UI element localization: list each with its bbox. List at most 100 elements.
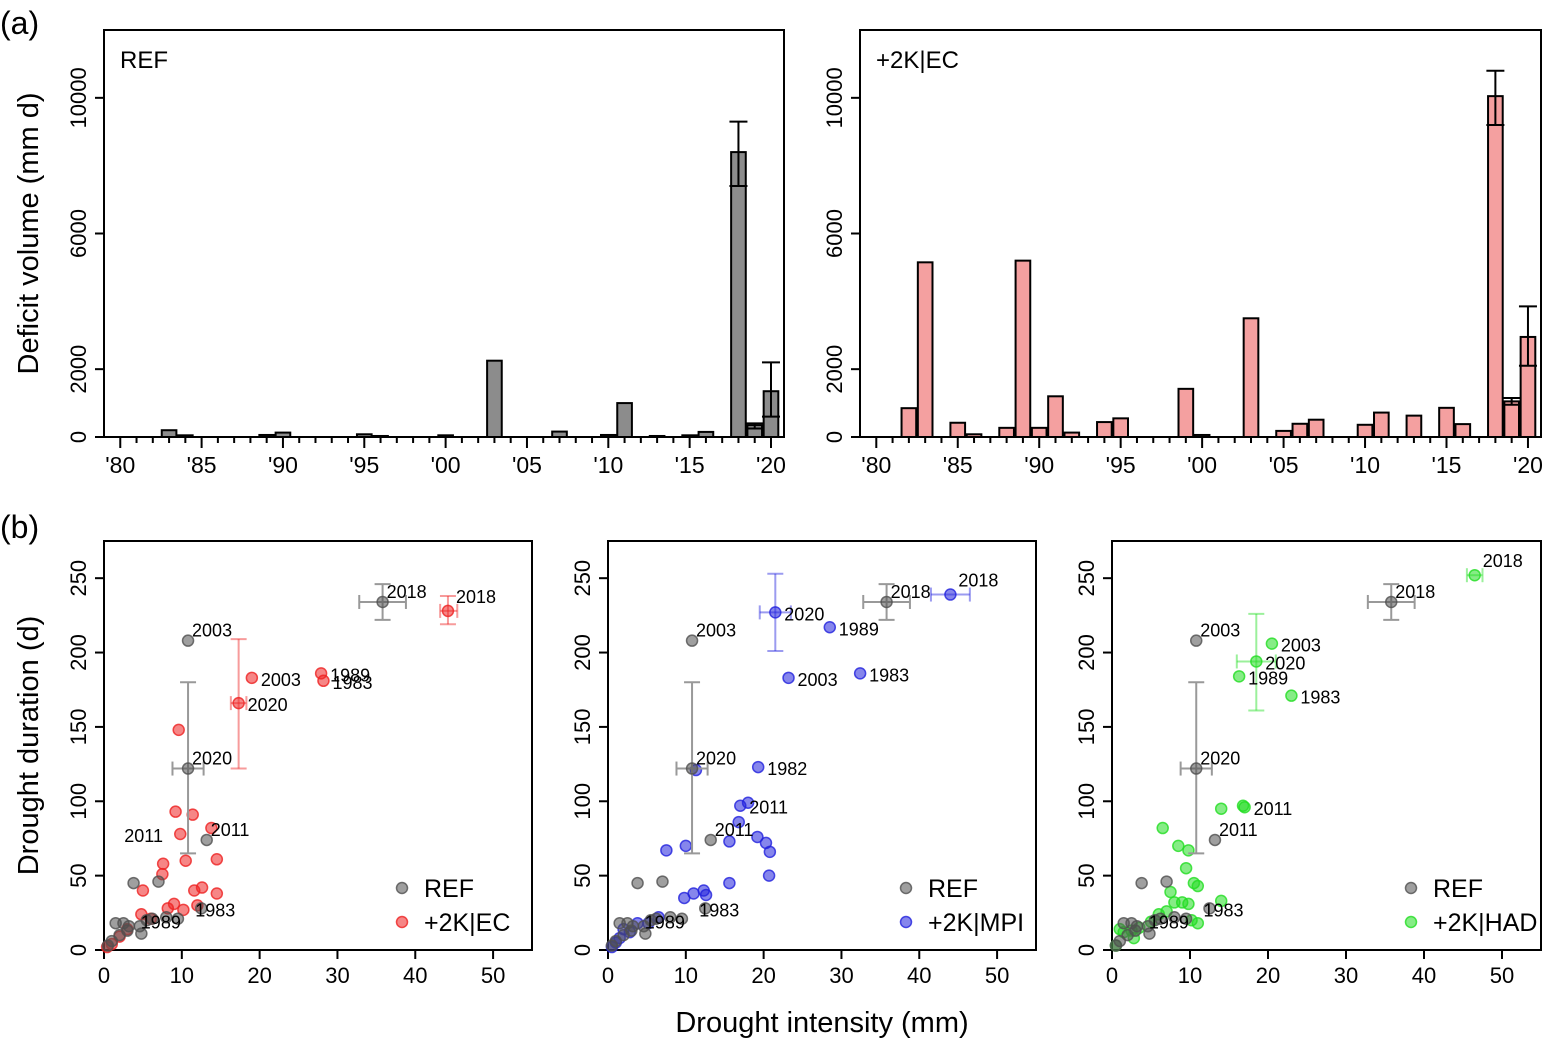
x-tick-label: '15 <box>675 452 705 478</box>
chart-a1: 0 2000 6000 10000 '80 '85 '90 '95 '00 '05 '10 '15 '2… <box>13 29 786 478</box>
point-label: 1989 <box>839 619 879 639</box>
y-tick-label: 50 <box>66 863 91 887</box>
legend-marker <box>395 881 409 895</box>
ref-point <box>685 762 699 775</box>
x-tick-label: 40 <box>1412 963 1436 988</box>
point-label: 2020 <box>696 749 736 769</box>
ref-point <box>181 762 195 775</box>
scenario-point <box>1232 670 1246 683</box>
point-label: 1989 <box>141 912 181 932</box>
legend-label: REF <box>424 875 474 903</box>
y-tick-label: 6000 <box>822 209 847 258</box>
bar <box>1242 317 1260 438</box>
ref-point <box>1189 762 1203 775</box>
x-tick-label: 10 <box>1178 963 1202 988</box>
scenario-point <box>169 805 182 818</box>
scenario-point <box>1156 821 1169 835</box>
ref-point <box>664 911 677 924</box>
point-label: 1982 <box>767 759 807 779</box>
bar <box>1047 395 1064 438</box>
point-label: 1989 <box>330 665 370 685</box>
y-tick-label: 0 <box>1074 944 1099 956</box>
bar <box>160 429 178 439</box>
ref-point <box>1117 916 1130 930</box>
point-label: 1989 <box>1149 912 1189 932</box>
ref-point <box>639 927 652 940</box>
ref-point <box>152 875 165 888</box>
y-tick-label: 200 <box>570 634 595 671</box>
ref-point <box>613 916 626 930</box>
point-label: 2018 <box>456 587 496 607</box>
bar <box>437 434 454 439</box>
x-tick-label: '00 <box>1187 452 1217 478</box>
ref-point <box>625 924 638 937</box>
scenario-point <box>179 854 192 868</box>
point-label: 2018 <box>387 582 427 602</box>
scenario-point <box>1164 885 1177 899</box>
ref-point <box>1179 912 1193 926</box>
bar <box>681 434 698 439</box>
x-tick-label: '10 <box>1350 452 1380 478</box>
x-tick-label: '15 <box>1432 452 1462 478</box>
bar <box>949 421 967 439</box>
point-label: 2020 <box>1265 653 1305 673</box>
panel-label: REF <box>120 47 168 74</box>
scenario-point <box>741 796 755 810</box>
panel-a-tag: (a) <box>0 5 39 41</box>
scenario-point <box>177 903 190 917</box>
chart-b1: 0 50 100 150 200 250 0 10 20 30 40 50 Drought durati… <box>13 540 533 988</box>
ref-point <box>1143 927 1156 940</box>
x-tick-label: '00 <box>431 452 461 478</box>
ref-point <box>1135 876 1148 890</box>
point-label: 2003 <box>1281 636 1321 656</box>
point-label: 2018 <box>891 582 931 602</box>
scenario-point <box>769 606 782 619</box>
bar <box>1014 259 1032 438</box>
bar <box>1112 417 1130 438</box>
scenario-point <box>1182 897 1195 911</box>
x-tick-label: 10 <box>674 963 698 988</box>
scenario-point <box>782 671 795 685</box>
bar <box>551 430 568 439</box>
legend-marker <box>899 881 913 895</box>
ref-point <box>685 634 699 647</box>
bar <box>258 433 276 438</box>
bar <box>1373 411 1390 438</box>
y-tick-label: 0 <box>66 944 91 956</box>
scenario-point <box>763 845 777 859</box>
x-tick-label: '85 <box>943 452 973 478</box>
bar <box>697 430 715 439</box>
ref-point <box>675 912 689 926</box>
scenario-point <box>317 674 330 688</box>
point-label: 2003 <box>696 621 736 641</box>
x-tick-label: 50 <box>481 963 505 988</box>
x-tick-label: '90 <box>268 452 298 478</box>
ref-point <box>1203 902 1216 915</box>
x-tick-label: 0 <box>1106 963 1118 988</box>
bar <box>1307 418 1325 439</box>
scenario-point <box>172 723 185 737</box>
point-label: 2018 <box>1483 551 1523 571</box>
bar <box>372 434 389 439</box>
legend-label: +2K|HAD <box>1433 909 1537 937</box>
scenario-point <box>156 857 170 870</box>
bar <box>1096 421 1113 438</box>
y-tick-label: 0 <box>570 944 595 956</box>
y-axis-label: Deficit volume (mm d) <box>13 93 45 375</box>
panel-b-tag: (b) <box>0 509 39 545</box>
point-label: 2011 <box>1254 799 1293 819</box>
bar <box>916 261 934 438</box>
scenario-point <box>1191 916 1205 930</box>
plot-frame <box>859 29 1542 438</box>
scenario-point <box>751 760 765 774</box>
ref-point <box>1109 939 1123 952</box>
x-tick-label: '80 <box>861 452 891 478</box>
ref-point <box>649 912 663 926</box>
ref-point <box>160 911 173 924</box>
bar <box>1275 429 1292 438</box>
ref-point <box>1168 911 1181 924</box>
y-tick-label: 250 <box>1074 560 1099 597</box>
x-tick-label: 20 <box>247 963 271 988</box>
scenario-point <box>1214 894 1228 908</box>
y-tick-label: 10000 <box>66 67 91 128</box>
